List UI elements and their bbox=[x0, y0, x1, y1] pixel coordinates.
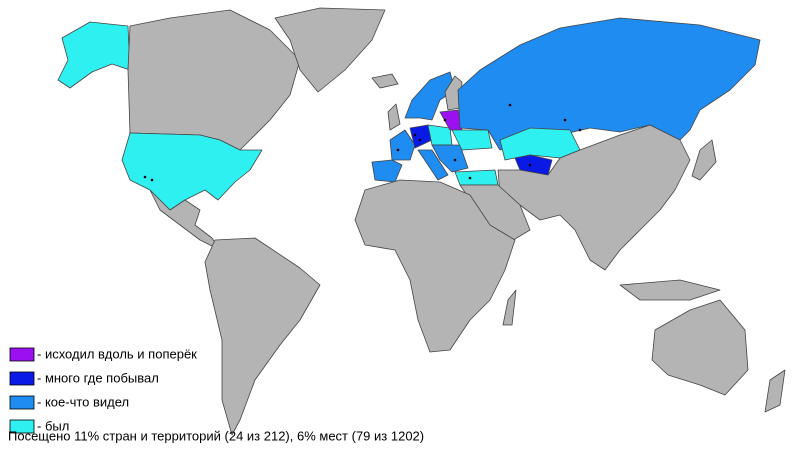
place-dot bbox=[150, 178, 154, 182]
italy bbox=[417, 149, 449, 181]
legend: - исходил вдоль и поперёк - много где поб… bbox=[9, 346, 197, 434]
visited-places bbox=[143, 103, 582, 182]
mexico bbox=[149, 189, 221, 251]
place-dot bbox=[578, 128, 582, 132]
france bbox=[389, 129, 416, 161]
indonesia bbox=[619, 279, 721, 301]
asia bbox=[497, 124, 691, 271]
legend-label: - исходил вдоль и поперёк bbox=[37, 346, 197, 361]
legend-swatch bbox=[9, 419, 35, 434]
legend-swatch bbox=[9, 395, 35, 410]
poland bbox=[427, 124, 453, 146]
countries bbox=[57, 7, 786, 436]
place-dot bbox=[413, 133, 417, 137]
turkey bbox=[454, 169, 499, 186]
africa bbox=[354, 179, 516, 353]
place-dot bbox=[418, 138, 422, 142]
ukraine bbox=[451, 129, 493, 151]
uzbekistan bbox=[514, 154, 553, 176]
canada bbox=[127, 9, 301, 151]
japan bbox=[691, 139, 717, 181]
place-dot bbox=[508, 103, 512, 107]
spain bbox=[371, 159, 403, 183]
place-dot bbox=[563, 118, 567, 122]
madagascar bbox=[502, 289, 517, 326]
place-dot bbox=[396, 148, 400, 152]
legend-label: - много где побывал bbox=[37, 370, 159, 385]
place-dot bbox=[468, 176, 472, 180]
legend-label: - был bbox=[37, 418, 69, 433]
place-dot bbox=[143, 175, 147, 179]
footer: Посещено 11% стран и территорий (24 из 2… bbox=[8, 428, 424, 443]
alaska bbox=[57, 21, 131, 89]
balkans bbox=[431, 144, 469, 173]
south-america bbox=[204, 237, 321, 436]
uk bbox=[387, 103, 401, 131]
greenland bbox=[274, 7, 386, 93]
place-dot bbox=[528, 163, 532, 167]
legend-swatch bbox=[9, 347, 35, 362]
new-zealand bbox=[764, 369, 786, 413]
legend-label: - кое-что видел bbox=[37, 394, 129, 409]
legend-swatch bbox=[9, 371, 35, 386]
place-dot bbox=[443, 118, 447, 122]
australia bbox=[651, 299, 749, 396]
usa bbox=[121, 132, 263, 211]
russia bbox=[457, 17, 761, 151]
place-dot bbox=[453, 158, 457, 162]
iceland bbox=[371, 73, 399, 89]
